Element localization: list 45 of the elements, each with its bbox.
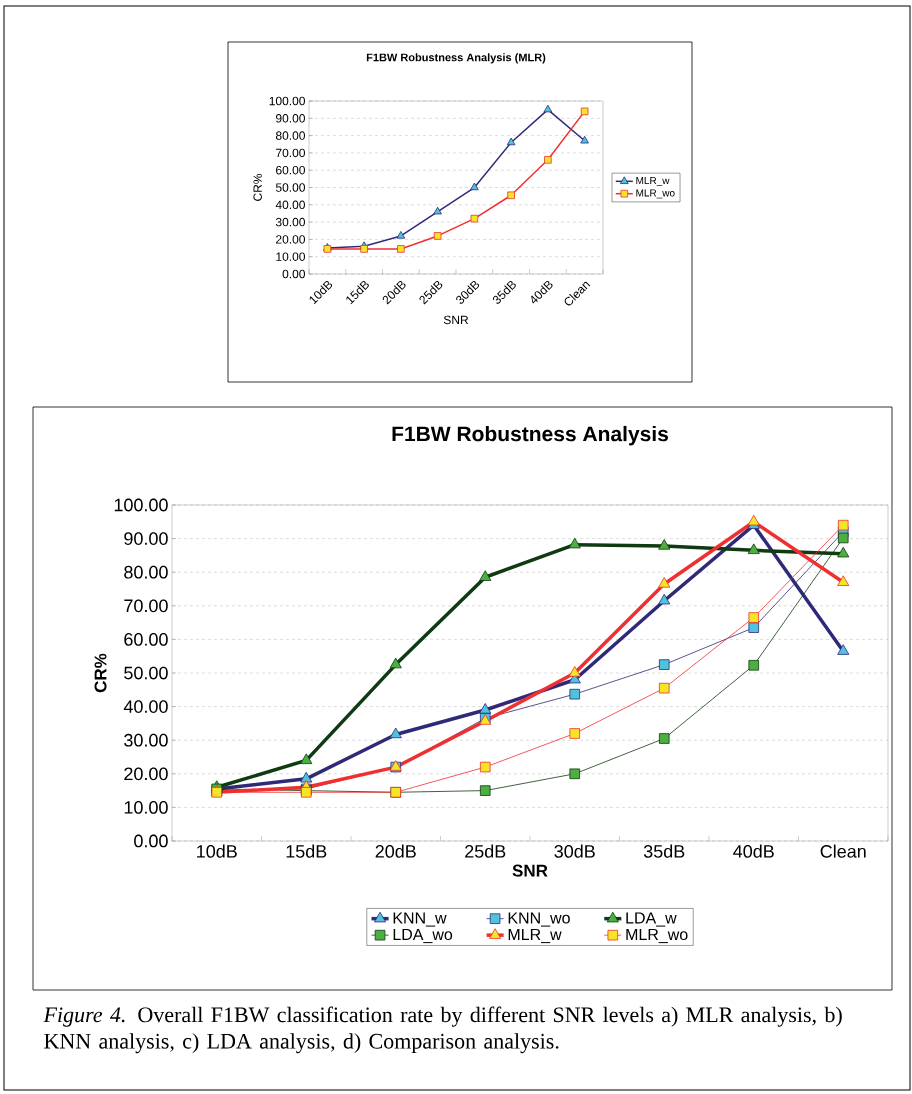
legend-label: MLR_wo: [636, 189, 675, 199]
x-tick-label: 10dB: [197, 844, 237, 858]
x-tick-label: 40dB: [733, 844, 774, 858]
legend-label: LDA_wo: [393, 928, 453, 944]
y-tick-label: 60.00: [124, 633, 168, 646]
y-tick-label: 20.00: [124, 767, 168, 781]
x-tick-label: 25dB: [465, 844, 506, 858]
y-tick-label: 50.00: [124, 666, 168, 680]
y-tick-label: 60.00: [276, 165, 305, 175]
y-tick-label: 10.00: [124, 801, 168, 814]
y-tick-label: 80.00: [124, 565, 168, 579]
y-tick-label: 40.00: [123, 700, 168, 713]
x-axis-title: SNR: [512, 864, 548, 877]
y-tick-label: 20.00: [276, 235, 305, 244]
y-tick-label: 0.00: [134, 834, 168, 848]
x-tick-label: 20dB: [375, 844, 416, 858]
y-tick-label: 30.00: [275, 217, 305, 227]
legend-label: MLR_w: [508, 928, 562, 944]
x-tick-label: 15dB: [286, 844, 327, 858]
y-tick-label: 80.00: [275, 131, 305, 140]
legend-label: MLR_w: [636, 177, 670, 186]
y-tick-label: 50.00: [275, 183, 305, 192]
y-axis-title: CR%: [94, 653, 107, 693]
y-tick-label: 70.00: [276, 148, 305, 158]
chart-title: F1BW Robustness Analysis: [392, 425, 668, 446]
legend-label: KNN_wo: [508, 912, 570, 927]
y-tick-label: 10.00: [276, 252, 305, 261]
y-axis-title: CR%: [253, 173, 262, 201]
chart-title: F1BW Robustness Analysis (MLR): [366, 53, 546, 64]
y-tick-label: 30.00: [124, 733, 168, 747]
x-tick-label: 35dB: [643, 844, 685, 858]
legend-label: MLR_wo: [626, 928, 688, 944]
x-tick-label: Clean: [820, 844, 866, 858]
y-tick-label: 90.00: [276, 114, 305, 123]
x-tick-label: 30dB: [554, 844, 595, 858]
y-tick-label: 90.00: [124, 532, 168, 545]
y-tick-label: 100.00: [269, 96, 305, 106]
y-tick-label: 0.00: [282, 269, 305, 279]
text: Figure 4. Overall F1BW classification rate by different SNR levels a) MLR analysis, b) KNN analysis, c) LDA analysis, d) Comparison analysis.: [43, 1006, 842, 1054]
y-tick-label: 70.00: [124, 599, 168, 613]
legend-label: LDA_w: [626, 912, 677, 927]
y-tick-label: 40.00: [275, 200, 305, 210]
legend-label: KNN_w: [393, 912, 447, 927]
y-tick-label: 100.00: [114, 498, 168, 512]
x-axis-title: SNR: [443, 315, 469, 325]
